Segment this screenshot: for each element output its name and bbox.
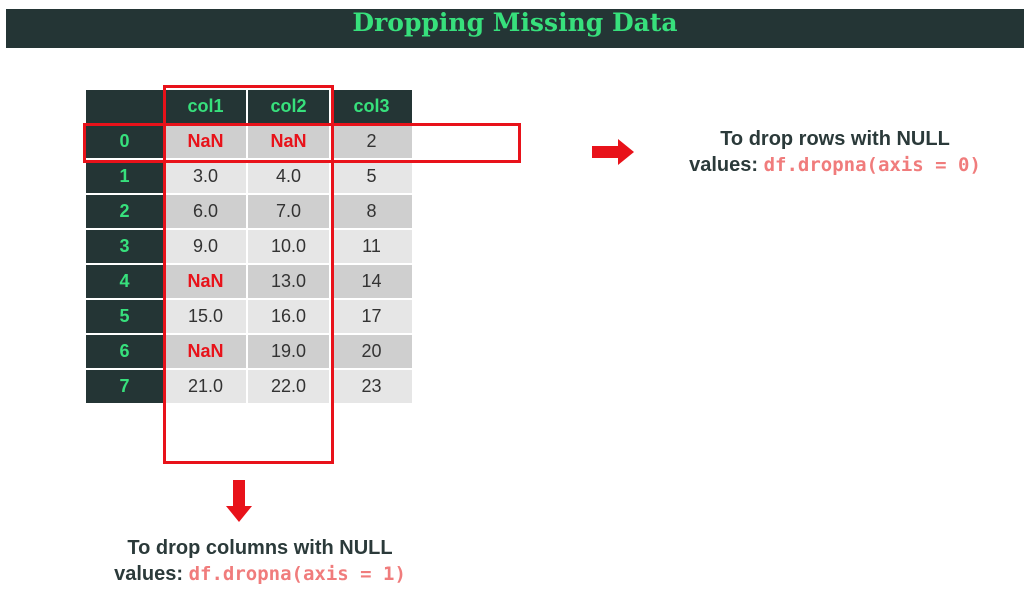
- nan-cell: NaN: [165, 265, 246, 298]
- page-title: Dropping Missing Data: [352, 8, 678, 37]
- row-index: 2: [86, 195, 163, 228]
- table-cell: 8: [331, 195, 412, 228]
- table-cell: 13.0: [248, 265, 329, 298]
- row-index: 0: [86, 125, 163, 158]
- row-note-code: df.dropna(axis = 0): [763, 154, 981, 176]
- column-highlight-box: [163, 85, 334, 464]
- col-note-line1: To drop columns with NULL: [127, 537, 393, 559]
- column-drop-note: To drop columns with NULL values: df.dro…: [75, 535, 445, 587]
- table-cell: 16.0: [248, 300, 329, 333]
- row-index: 7: [86, 370, 163, 403]
- down-arrow-icon: [226, 480, 252, 522]
- table-cell: 9.0: [165, 230, 246, 263]
- table-cell: 14: [331, 265, 412, 298]
- nan-cell: NaN: [165, 335, 246, 368]
- row-note-line1: To drop rows with NULL: [720, 128, 950, 150]
- right-arrow-icon: [592, 139, 634, 165]
- row-index: 1: [86, 160, 163, 193]
- column-header-col2: col2: [248, 90, 329, 123]
- row-note-line2: values:: [689, 154, 759, 176]
- row-index: 5: [86, 300, 163, 333]
- table-cell: 19.0: [248, 335, 329, 368]
- table-cell: 6.0: [165, 195, 246, 228]
- row-index: 4: [86, 265, 163, 298]
- table-cell: 22.0: [248, 370, 329, 403]
- table-cell: 17: [331, 300, 412, 333]
- column-header-col1: col1: [165, 90, 246, 123]
- table-cell: 11: [331, 230, 412, 263]
- table-cell: 23: [331, 370, 412, 403]
- nan-cell: NaN: [248, 125, 329, 158]
- nan-cell: NaN: [165, 125, 246, 158]
- table-cell: 3.0: [165, 160, 246, 193]
- table-cell: 15.0: [165, 300, 246, 333]
- col-note-code: df.dropna(axis = 1): [188, 563, 406, 585]
- row-highlight-box: [83, 123, 521, 163]
- table-cell: 4.0: [248, 160, 329, 193]
- table-cell: 5: [331, 160, 412, 193]
- row-drop-note: To drop rows with NULL values: df.dropna…: [650, 126, 1020, 178]
- header-corner: [86, 90, 163, 123]
- table-cell: 21.0: [165, 370, 246, 403]
- row-index: 3: [86, 230, 163, 263]
- table-cell: 7.0: [248, 195, 329, 228]
- col-note-line2: values:: [114, 563, 184, 585]
- column-header-col3: col3: [331, 90, 412, 123]
- table-cell: 2: [331, 125, 412, 158]
- title-bar: Dropping Missing Data: [6, 9, 1024, 48]
- table-cell: 20: [331, 335, 412, 368]
- table-cell: 10.0: [248, 230, 329, 263]
- row-index: 6: [86, 335, 163, 368]
